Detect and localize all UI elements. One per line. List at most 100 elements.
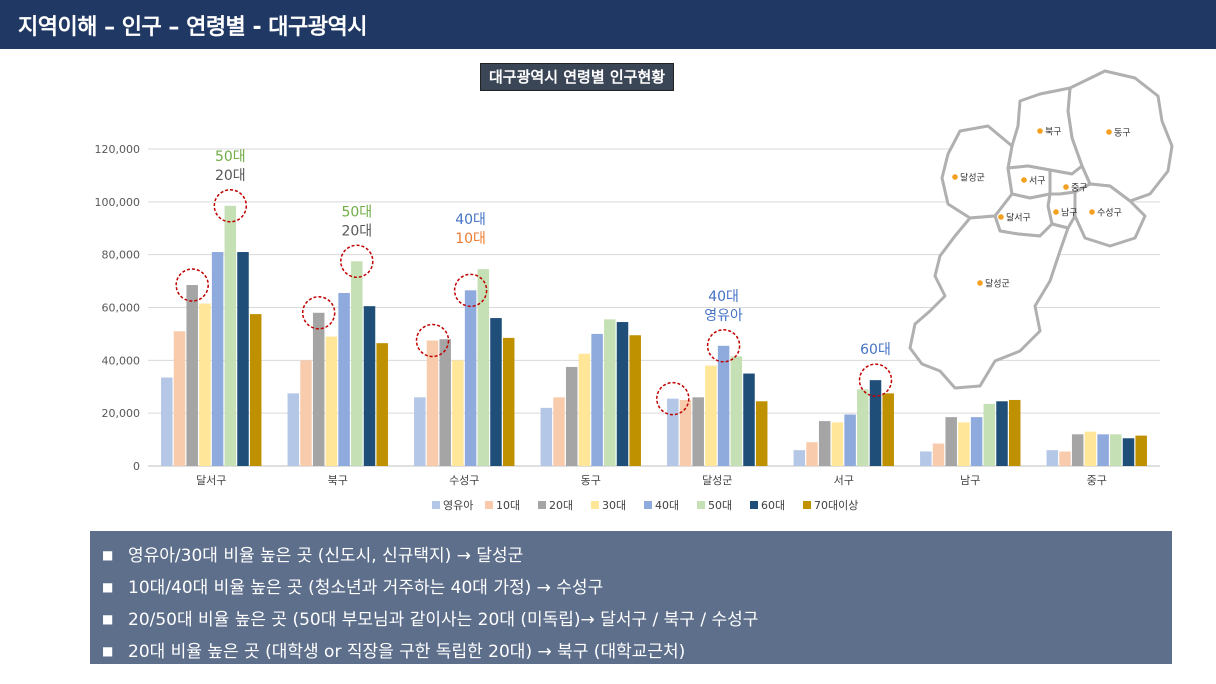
bar [173,331,186,466]
x-tick-label: 중구 [1087,474,1107,487]
bar [667,398,679,466]
summary-bullet: ■ 20대 비율 높은 곳 (대학생 or 직장을 구한 독립한 20대) → 북… [102,642,686,662]
bar [477,269,490,466]
legend-label: 70대이상 [814,499,858,512]
annotation-label: 50대 [215,149,246,165]
map-district-label: 달성군 [985,278,1010,290]
bar [1122,438,1135,466]
highlight-circle [706,329,741,363]
annotation-label: 50대 [341,204,372,220]
summary-bullet: ■ 10대/40대 비율 높은 곳 (청소년과 거주하는 40대 가정) → 수성… [102,578,604,598]
bar [831,422,844,466]
bar [553,397,565,466]
bar [958,422,970,466]
bar [730,356,743,466]
annotation-label: 40대 [708,289,739,305]
highlight-circle [175,268,209,302]
bar [287,393,300,466]
bar [426,340,439,466]
bar [490,318,502,466]
bar [844,414,856,466]
bar [1059,451,1071,466]
summary-bullet: ■ 20/50대 비율 높은 곳 (50대 부모님과 같이사는 20대 (미독립)… [102,610,759,630]
map-district-label: 남구 [1061,208,1078,219]
y-tick-label: 40,000 [102,354,141,367]
map-district-label: 달서구 [1006,212,1031,224]
bullet-icon: ■ [102,612,114,626]
x-tick-label: 달성군 [702,474,732,487]
y-tick-label: 80,000 [102,249,141,262]
bar [161,377,173,466]
bar [1110,434,1122,466]
y-tick-label: 0 [133,460,140,473]
x-tick-label: 북구 [328,474,348,487]
bar [502,337,515,466]
legend-swatch [432,501,440,509]
y-tick-label: 20,000 [102,407,141,420]
bullet-icon: ■ [102,644,114,658]
bar [1008,399,1021,466]
bar [818,421,831,466]
bar [376,343,388,466]
legend-label: 30대 [602,499,626,512]
x-tick-label: 동구 [581,474,601,487]
bar [439,339,451,466]
bar [312,312,325,466]
bar [1046,450,1059,466]
legend-swatch [750,501,758,509]
bar [869,380,882,466]
annotation-label: 20대 [341,223,372,239]
legend-label: 10대 [496,499,520,512]
summary-bullet: ■ 영유아/30대 비율 높은 곳 (신도시, 신규택지) → 달성군 [102,546,524,566]
legend-label: 영유아 [443,499,473,512]
bar [464,290,477,466]
annotation-label: 20대 [215,168,246,184]
highlight-circle [453,273,488,308]
bar [806,442,818,466]
bar [743,373,755,466]
bar [591,333,603,466]
highlight-circle [415,323,450,358]
map-district-label: 달성군 [960,172,985,184]
bullet-icon: ■ [102,580,114,594]
bar [224,205,237,466]
chart-title: 대구광역시 연령별 인구현황 [480,63,675,91]
bar [920,451,932,466]
bar [325,336,338,466]
map-marker-icon [1089,209,1095,215]
highlight-circle [301,296,336,330]
bar [983,403,996,466]
bar [452,360,464,466]
bar [945,417,957,466]
legend-swatch [591,501,599,509]
bar [351,261,363,466]
map-district-label: 중구 [1071,183,1088,194]
x-tick-label: 달서구 [196,474,226,487]
bullet-icon: ■ [102,548,114,562]
y-tick-label: 60,000 [102,302,141,315]
bar [1084,431,1097,466]
annotation-label: 10대 [455,231,486,247]
legend-swatch [697,501,705,509]
bar [1097,434,1109,466]
map-marker-icon [998,214,1004,220]
annotation-label: 60대 [860,342,891,358]
bar [363,306,376,466]
legend-swatch [538,501,546,509]
bar [705,365,717,466]
bar [199,303,211,466]
highlight-circle [340,244,374,279]
map-district-label: 수성구 [1097,208,1122,219]
map-marker-icon [1021,177,1027,183]
y-tick-label: 120,000 [95,143,141,156]
legend-label: 60대 [761,499,785,512]
legend-label: 20대 [549,499,573,512]
bar [692,397,704,466]
bar [932,443,945,466]
map-marker-icon [1053,209,1059,215]
bar [338,292,350,466]
bar-chart: 0 20,000 40,000 60,000 80,000 100,000 120,000 달… [95,143,1160,512]
bar [1071,434,1084,466]
legend-label: 40대 [655,499,679,512]
bar [414,397,426,466]
